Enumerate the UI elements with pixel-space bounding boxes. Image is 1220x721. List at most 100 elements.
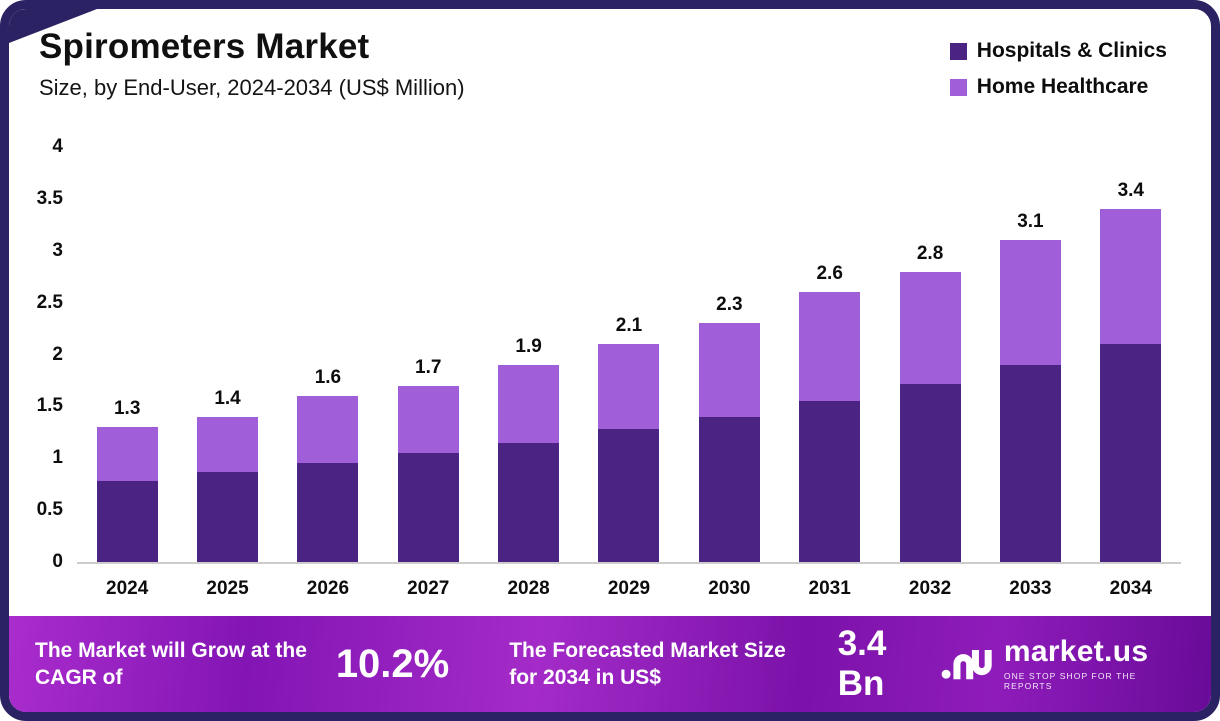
corner-accent-shape	[9, 9, 97, 43]
bar-segment-hospitals-clinics	[799, 401, 861, 562]
bar-segment-hospitals-clinics	[397, 453, 459, 562]
page-title: Spirometers Market	[39, 27, 370, 66]
logo-text-block: market.us ONE STOP SHOP FOR THE REPORTS	[1003, 635, 1185, 692]
stacked-bar-chart: 4 3.5 3 2.5 2 1.5 1 0.5 0 1.3 1.4 1.6 1.7 1.9 2.1 2.3 2…	[9, 103, 1211, 616]
header: Spirometers Market Size, by End-User, 20…	[9, 9, 1211, 103]
logo-name: market.us	[1003, 635, 1149, 668]
bar-total-label: 3.1	[1017, 211, 1044, 233]
y-tick-label: 1	[52, 447, 63, 469]
legend: Hospitals & Clinics Home Healthcare	[949, 39, 1167, 99]
marketus-logo[interactable]: market.us ONE STOP SHOP FOR THE REPORTS	[941, 637, 1185, 691]
x-axis-label: 2030	[708, 578, 751, 599]
y-tick-label: 3	[52, 239, 63, 261]
bar-stack	[799, 292, 861, 562]
bar-stack	[498, 364, 560, 562]
bar-segment-home-healthcare	[899, 271, 961, 384]
legend-label: Home Healthcare	[976, 75, 1149, 98]
bar-total-label: 2.1	[615, 315, 643, 337]
bar-total-label: 1.6	[314, 367, 342, 388]
x-axis: 2024 2025 2026 2027 2028 2029 2030 2031 2032 2033…	[77, 564, 1181, 600]
x-axis-label: 2027	[407, 578, 450, 599]
bar-total-label: 1.4	[214, 387, 241, 409]
bar-segment-hospitals-clinics	[598, 429, 660, 562]
bar-segment-hospitals-clinics	[698, 416, 760, 562]
bar-segment-home-healthcare	[297, 396, 359, 464]
bar-stack	[96, 427, 158, 562]
y-tick-label: 3.5	[36, 187, 63, 209]
title-block: Spirometers Market Size, by End-User, 20…	[39, 27, 465, 101]
bar-stack	[397, 385, 459, 562]
bar-group: 1.3	[77, 398, 177, 562]
y-tick-label: 4	[52, 136, 63, 157]
forecast-label: The Forecasted Market Size for 2034 in U…	[509, 638, 786, 689]
bar-segment-hospitals-clinics	[197, 471, 259, 562]
legend-swatch-hospitals-icon	[949, 42, 967, 60]
x-axis-label: 2034	[1109, 578, 1152, 599]
bar-segment-hospitals-clinics	[899, 383, 961, 562]
bar-stack	[598, 344, 660, 562]
x-axis-label: 2031	[808, 578, 851, 599]
bar-group: 2.8	[880, 243, 980, 562]
y-tick-label: 0.5	[36, 499, 63, 521]
cagr-value: 10.2%	[335, 641, 450, 686]
bar-segment-home-healthcare	[1100, 209, 1162, 345]
bar-stack	[1100, 209, 1162, 562]
bar-stack	[899, 271, 961, 562]
bar-group: 3.4	[1081, 180, 1181, 562]
bar-segment-home-healthcare	[698, 323, 760, 417]
x-axis-label: 2028	[507, 578, 550, 599]
x-axis-label: 2032	[908, 578, 952, 599]
x-axis-label: 2033	[1009, 578, 1052, 599]
bar-stack	[197, 416, 259, 562]
plot-area: 1.3 1.4 1.6 1.7 1.9 2.1 2.3 2.6 2.8 3.1 3.4 2024 20…	[77, 107, 1181, 616]
bar-group: 1.9	[478, 336, 578, 562]
bar-group: 2.3	[679, 294, 779, 562]
bar-total-label: 2.3	[716, 294, 743, 316]
bar-segment-home-healthcare	[197, 416, 259, 472]
bar-segment-hospitals-clinics	[999, 364, 1061, 562]
bar-stack	[698, 323, 760, 562]
y-tick-label: 2	[52, 343, 63, 365]
bar-segment-home-healthcare	[799, 292, 861, 402]
bar-total-label: 1.9	[515, 335, 542, 357]
y-tick-label: 0	[52, 551, 63, 572]
bar-segment-home-healthcare	[96, 427, 158, 482]
bar-total-label: 1.7	[415, 356, 442, 378]
y-tick-label: 2.5	[36, 291, 63, 313]
legend-swatch-home-healthcare-icon	[949, 78, 967, 96]
bar-segment-home-healthcare	[498, 364, 560, 443]
bar-total-label: 2.8	[916, 242, 944, 264]
bar-group: 1.7	[378, 357, 478, 562]
bar-total-label: 2.6	[816, 263, 843, 285]
bar-stack	[999, 240, 1061, 562]
bar-group: 1.4	[177, 388, 277, 562]
bar-segment-home-healthcare	[397, 385, 459, 454]
y-tick-label: 1.5	[36, 395, 63, 417]
page-subtitle: Size, by End-User, 2024-2034 (US$ Millio…	[39, 75, 465, 100]
cagr-label: The Market will Grow at the CAGR of	[35, 638, 307, 689]
forecast-value: 3.4 Bn	[837, 624, 887, 703]
legend-item-home-healthcare: Home Healthcare	[949, 75, 1167, 99]
bar-group: 1.6	[278, 367, 378, 562]
bar-group: 3.1	[980, 211, 1080, 562]
legend-label: Hospitals & Clinics	[976, 39, 1167, 62]
bar-segment-hospitals-clinics	[96, 481, 158, 562]
bar-segment-home-healthcare	[999, 240, 1061, 365]
bar-stack	[297, 396, 359, 562]
legend-item-hospitals: Hospitals & Clinics	[949, 39, 1167, 63]
bar-segment-hospitals-clinics	[498, 442, 560, 562]
bar-segment-hospitals-clinics	[297, 463, 359, 562]
bar-group: 2.1	[579, 315, 679, 562]
logo-tagline: ONE STOP SHOP FOR THE REPORTS	[1003, 671, 1137, 691]
y-axis: 4 3.5 3 2.5 2 1.5 1 0.5 0	[23, 136, 77, 572]
x-axis-label: 2029	[607, 578, 651, 599]
bar-total-label: 3.4	[1117, 180, 1144, 202]
bar-segment-hospitals-clinics	[1100, 344, 1162, 562]
bar-segment-home-healthcare	[598, 344, 660, 430]
x-axis-label: 2025	[206, 578, 249, 599]
x-axis-label: 2024	[106, 578, 149, 599]
bars-area: 1.3 1.4 1.6 1.7 1.9 2.1 2.3 2.6 2.8 3.1 3.4	[77, 107, 1181, 564]
bar-total-label: 1.3	[113, 398, 141, 420]
bar-group: 2.6	[780, 263, 880, 562]
